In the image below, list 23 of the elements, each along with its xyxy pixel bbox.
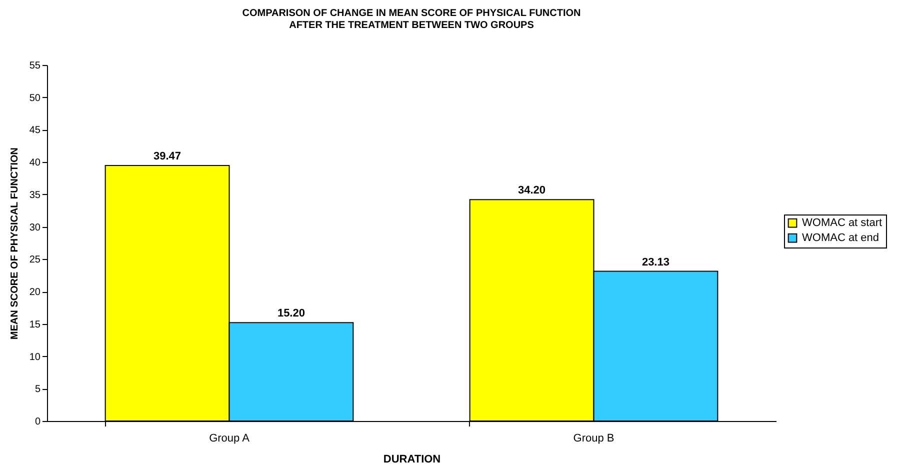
chart-title: COMPARISON OF CHANGE IN MEAN SCORE OF PHYSICAL FUNCTION AFTER THE TREATMENT BETWEEN TWO GROUPS [242, 8, 581, 31]
legend-label: WOMAC at start [802, 217, 882, 230]
data-label: 39.47 [154, 150, 182, 163]
data-label: 23.13 [642, 256, 670, 268]
y-tick-label: 50 [29, 92, 41, 104]
y-tick-label: 0 [34, 416, 41, 428]
x-tick-label: Group A [209, 432, 250, 444]
y-tick-label: 35 [29, 190, 41, 201]
y-axis-title: MEAN SCORE OF PHYSICAL FUNCTION [9, 147, 20, 340]
legend-label: WOMAC at end [802, 232, 880, 244]
y-tick-label: 20 [29, 287, 41, 298]
y-tick-label: 55 [29, 60, 41, 72]
y-tick-label: 25 [29, 254, 41, 266]
y-tick-label: 10 [29, 352, 41, 363]
y-tick-label: 30 [29, 222, 41, 234]
data-label: 34.20 [518, 184, 546, 197]
data-label: 15.20 [277, 308, 305, 320]
x-axis-title: DURATION [383, 454, 441, 466]
x-tick-label: Group B [573, 432, 614, 444]
y-tick-label: 5 [34, 384, 41, 396]
y-tick-label: 15 [29, 319, 41, 330]
y-tick-label: 45 [29, 125, 41, 136]
y-tick-label: 40 [29, 158, 41, 169]
